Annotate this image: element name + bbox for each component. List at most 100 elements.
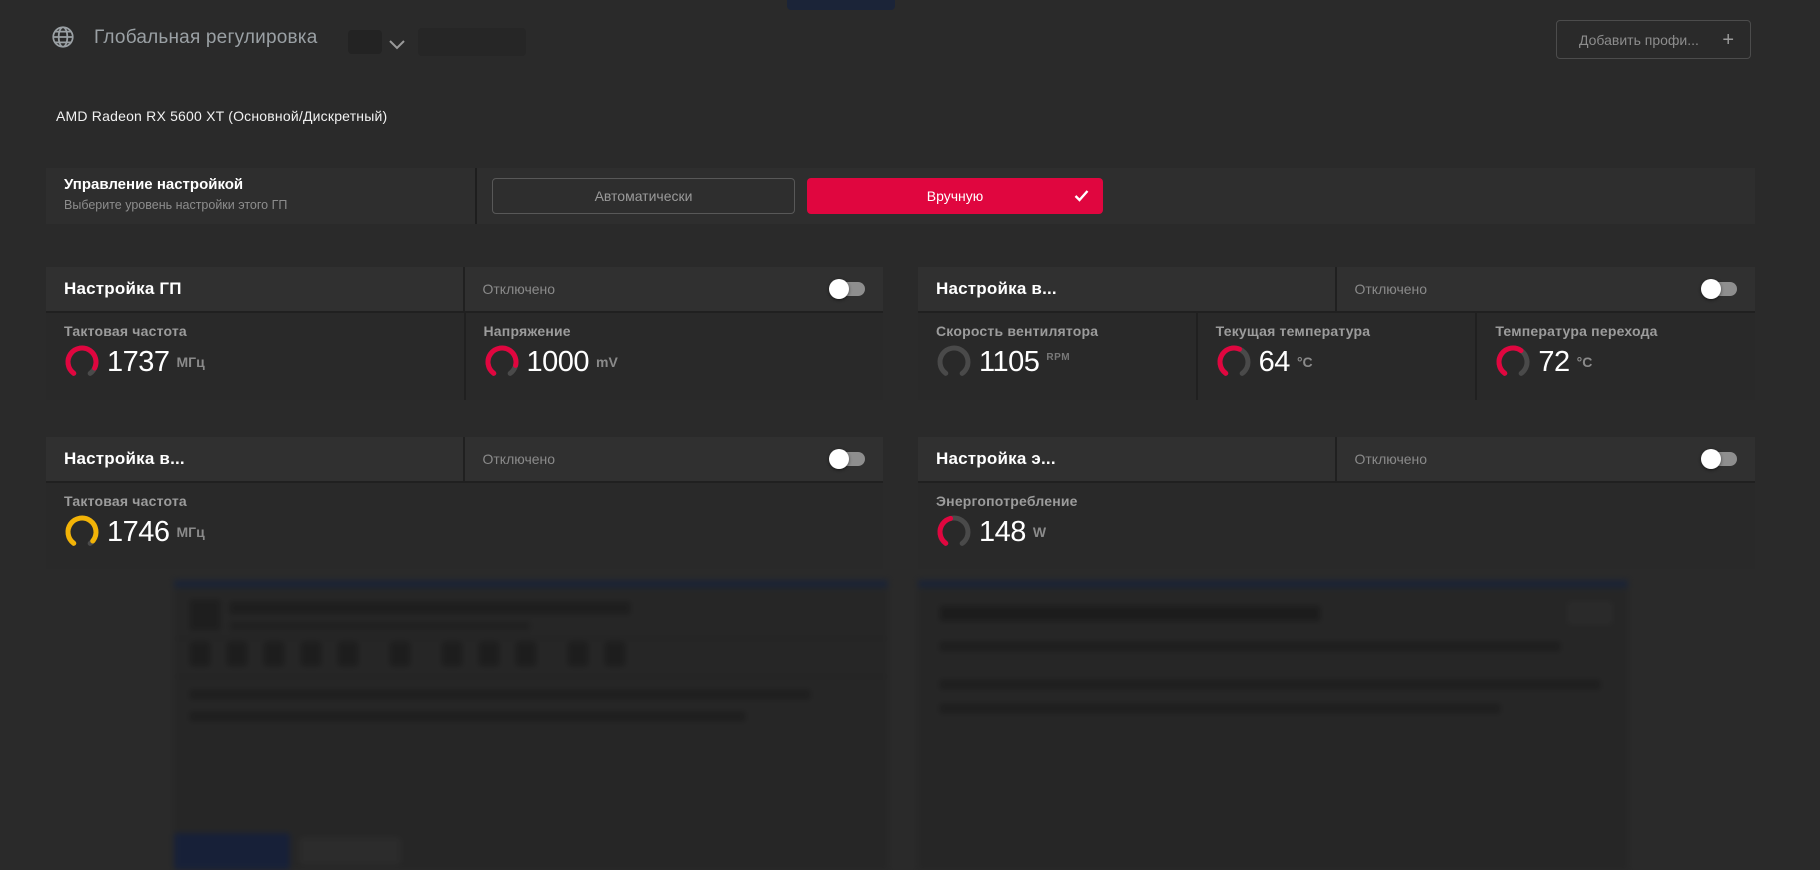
plus-icon: + <box>1722 28 1734 51</box>
toggle-knob <box>1701 279 1721 299</box>
tuning-control-subtitle: Выберите уровень настройки этого ГП <box>64 198 288 212</box>
dimmed-text <box>940 642 1560 651</box>
add-profile-label: Добавить профи... <box>1579 31 1699 48</box>
dimmed-badge <box>348 30 382 54</box>
memory-tuning-toggle[interactable] <box>829 449 865 469</box>
metric-unit: RPM <box>1046 352 1071 363</box>
divider <box>174 676 888 677</box>
dimmed-toolbar-icon <box>264 642 284 666</box>
dimmed-text <box>940 704 1500 713</box>
gauge-icon <box>64 344 100 380</box>
metric-value: 1737 <box>107 345 170 378</box>
metric-cell: Напряжение 1000 mV <box>466 313 884 400</box>
globe-icon <box>50 24 76 50</box>
dimmed-toolbar-icon <box>605 642 625 666</box>
toggle-knob <box>829 449 849 469</box>
metric-unit: °C <box>1576 354 1593 370</box>
metric-value: 72 <box>1538 345 1570 378</box>
dimmed-badge <box>418 28 526 56</box>
metric-unit: МГц <box>176 524 205 540</box>
metric-value: 64 <box>1258 345 1291 378</box>
metric-unit: °C <box>1296 354 1313 370</box>
dimmed-primary-button <box>174 833 290 870</box>
metric-unit: МГц <box>176 354 205 370</box>
metric-value: 1105 <box>979 345 1040 378</box>
gauge-icon <box>64 514 100 550</box>
dimmed-icon <box>190 600 220 630</box>
dimmed-top-button <box>787 0 895 10</box>
metric-label: Тактовая частота <box>64 323 187 339</box>
dimmed-toolbar-icon <box>190 642 210 666</box>
card-title: Настройка ГП <box>64 279 182 298</box>
metric-label: Текущая температура <box>1215 323 1371 339</box>
power-tuning-toggle[interactable] <box>1701 449 1737 469</box>
dimmed-toolbar-icon <box>516 642 536 666</box>
dimmed-text <box>190 690 810 699</box>
toggle-knob <box>829 279 849 299</box>
metric-cell: Тактовая частота 1746 МГц <box>46 483 883 569</box>
card-fan-tuning: Настройка в... Отключено Скорость вентил… <box>918 267 1755 400</box>
gauge-icon <box>1216 344 1252 380</box>
status-label: Отключено <box>1354 281 1428 297</box>
toggle-knob <box>1701 449 1721 469</box>
page-title: Глобальная регулировка <box>94 27 318 48</box>
dimmed-secondary-button <box>300 838 400 864</box>
gauge-icon <box>936 344 972 380</box>
dimmed-toolbar-icon <box>479 642 499 666</box>
add-profile-button[interactable]: Добавить профи... + <box>1556 20 1751 59</box>
divider <box>174 638 888 639</box>
fan-tuning-toggle[interactable] <box>1701 279 1737 299</box>
dimmed-text <box>230 622 530 630</box>
dimmed-panel-left <box>174 580 888 870</box>
metric-cell: Тактовая частота 1737 МГц <box>46 313 466 400</box>
dimmed-toolbar-icon <box>568 642 588 666</box>
metric-unit: mV <box>596 354 618 370</box>
status-label: Отключено <box>482 451 556 467</box>
dimmed-accent-strip <box>918 580 1628 588</box>
metric-cell: Текущая температура 64 °C <box>1198 313 1478 400</box>
dimmed-toolbar-icon <box>390 642 410 666</box>
metric-cell: Энергопотребление 148 W <box>918 483 1755 569</box>
card-memory-tuning: Настройка в... Отключено Тактовая частот… <box>46 437 883 569</box>
metric-value: 1746 <box>107 515 170 548</box>
metric-unit: W <box>1032 524 1047 540</box>
gauge-icon <box>936 514 972 550</box>
metric-label: Напряжение <box>483 323 571 339</box>
dimmed-toolbar-icon <box>338 642 358 666</box>
check-icon <box>1074 189 1089 202</box>
chevron-down-icon[interactable] <box>388 38 406 50</box>
metric-label: Энергопотребление <box>936 493 1078 509</box>
metric-value: 148 <box>979 515 1026 548</box>
auto-tuning-button[interactable]: Автоматически <box>492 178 795 214</box>
manual-tuning-button[interactable]: Вручную <box>807 178 1103 214</box>
dimmed-heading <box>940 606 1320 621</box>
card-gpu-tuning: Настройка ГП Отключено Тактовая частота … <box>46 267 883 400</box>
dimmed-text <box>940 680 1600 689</box>
metric-value: 1000 <box>526 345 590 378</box>
dimmed-toolbar-icon <box>301 642 321 666</box>
divider <box>475 168 477 224</box>
manual-tuning-label: Вручную <box>926 188 984 204</box>
dimmed-toolbar-icon <box>442 642 462 666</box>
card-title: Настройка в... <box>936 279 1057 298</box>
gauge-icon <box>484 344 520 380</box>
dimmed-text <box>190 712 745 721</box>
card-title: Настройка э... <box>936 449 1056 468</box>
metric-cell: Скорость вентилятора 1105 RPM <box>918 313 1198 400</box>
dimmed-control <box>1568 602 1612 624</box>
dimmed-accent-strip <box>174 580 888 588</box>
dimmed-toolbar-icon <box>227 642 247 666</box>
metric-label: Температура перехода <box>1495 323 1658 339</box>
metric-label: Скорость вентилятора <box>936 323 1099 339</box>
gauge-icon <box>1495 344 1531 380</box>
metric-cell: Температура перехода 72 °C <box>1477 313 1755 400</box>
dimmed-panel-right <box>918 580 1628 870</box>
gpu-tuning-toggle[interactable] <box>829 279 865 299</box>
dimmed-heading <box>230 602 630 614</box>
card-title: Настройка в... <box>64 449 185 468</box>
dimmed-background-content <box>0 560 1820 870</box>
tuning-control-panel: Управление настройкой Выберите уровень н… <box>46 168 1755 224</box>
status-label: Отключено <box>1354 451 1428 467</box>
card-power-tuning: Настройка э... Отключено Энергопотреблен… <box>918 437 1755 569</box>
metric-label: Тактовая частота <box>64 493 187 509</box>
